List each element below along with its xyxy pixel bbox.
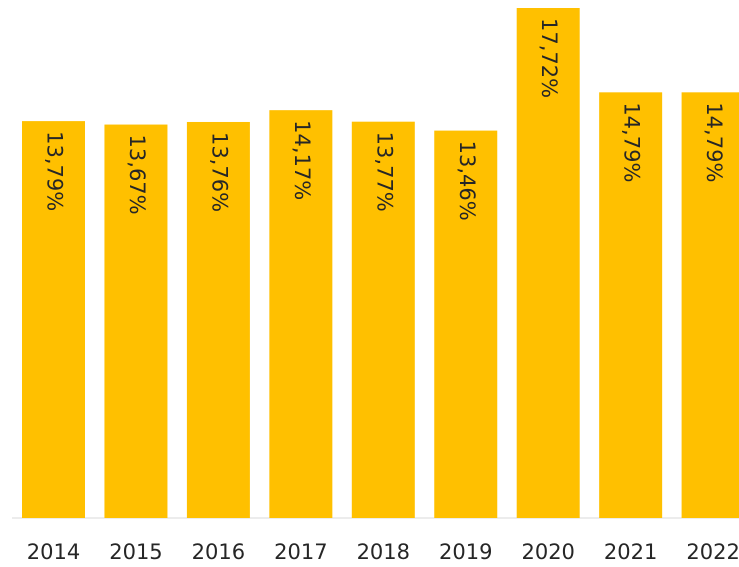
x-tick-label: 2020: [521, 540, 574, 564]
data-label: 13,77%: [372, 132, 396, 212]
bar: [434, 130, 498, 518]
bar: [516, 8, 580, 518]
data-label: 13,67%: [125, 135, 149, 215]
data-label: 13,46%: [455, 141, 479, 221]
bar: [681, 92, 739, 519]
data-label: 14,79%: [702, 102, 726, 182]
x-tick-label: 2016: [192, 540, 245, 564]
data-label: 17,72%: [537, 18, 561, 98]
bar: [104, 124, 168, 518]
x-tick-label: 2015: [109, 540, 162, 564]
x-tick-label: 2018: [357, 540, 410, 564]
data-label: 13,79%: [43, 131, 67, 211]
data-label: 14,17%: [290, 120, 314, 200]
x-tick-label: 2014: [27, 540, 80, 564]
bar: [186, 121, 250, 519]
bar: [599, 92, 663, 519]
x-tick-label: 2019: [439, 540, 492, 564]
x-tick-label: 2021: [604, 540, 657, 564]
x-tick-label: 2017: [274, 540, 327, 564]
bar: [269, 110, 333, 519]
data-label: 14,79%: [620, 102, 644, 182]
x-tick-label: 2022: [686, 540, 739, 564]
bar: [22, 121, 85, 518]
bar: [351, 121, 415, 518]
data-label: 13,76%: [207, 132, 231, 212]
